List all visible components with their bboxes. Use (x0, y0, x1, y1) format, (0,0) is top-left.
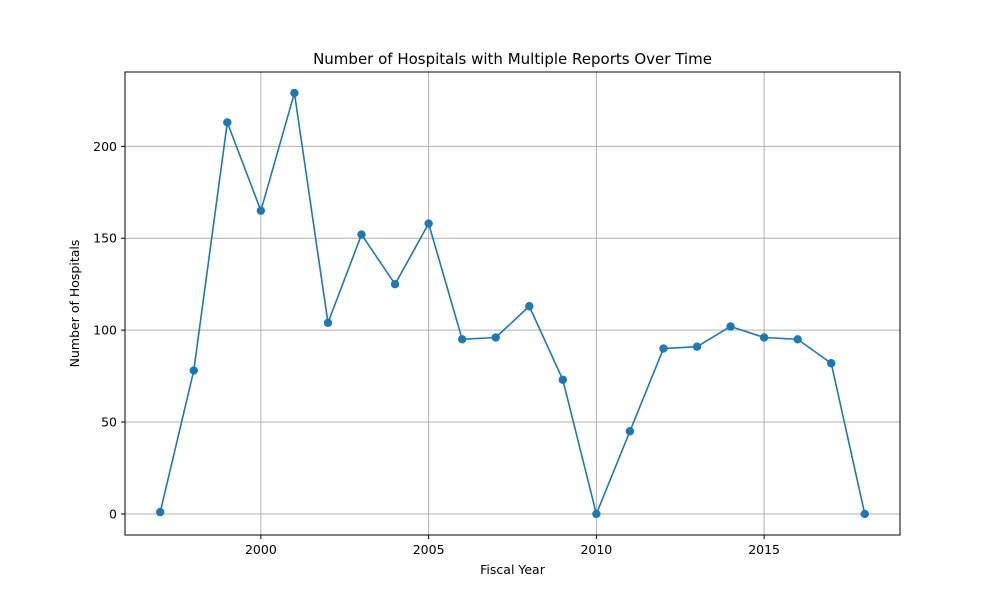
x-tick-label: 2010 (580, 542, 612, 557)
chart-title: Number of Hospitals with Multiple Report… (313, 50, 712, 68)
data-point (357, 230, 366, 239)
y-axis-title: Number of Hospitals (67, 240, 82, 368)
data-point (860, 509, 869, 519)
data-point (189, 366, 198, 375)
data-point (323, 318, 333, 327)
data-point (223, 118, 232, 127)
data-point (491, 333, 500, 342)
data-point (827, 359, 836, 368)
y-tick-label: 100 (93, 323, 117, 338)
x-tick-label: 2000 (245, 542, 277, 557)
x-axis-title: Fiscal Year (480, 562, 546, 577)
plot-frame (124, 71, 901, 536)
data-point (726, 322, 735, 331)
y-axis-ticks: 0 50 100 150 200 (93, 139, 125, 521)
data-point (256, 206, 266, 215)
data-point (592, 509, 601, 519)
y-tick-label: 150 (93, 231, 117, 246)
data-point (793, 335, 802, 344)
y-tick-label: 200 (93, 139, 117, 154)
data-point (625, 427, 635, 436)
data-point (156, 507, 165, 517)
data-point (525, 302, 534, 311)
data-point (424, 219, 433, 228)
x-tick-label: 2015 (748, 542, 780, 557)
data-point (390, 280, 400, 289)
data-point (659, 344, 668, 353)
data-point (692, 342, 702, 351)
y-tick-label: 50 (101, 415, 117, 430)
data-point (759, 333, 769, 342)
series-layer (156, 88, 869, 519)
data-point (558, 375, 568, 384)
data-point (290, 88, 299, 98)
x-tick-label: 2005 (413, 542, 445, 557)
x-axis-ticks: 2000 2005 2010 2015 (245, 535, 780, 557)
grid (125, 72, 900, 535)
y-tick-label: 0 (109, 506, 117, 521)
series-line (159, 92, 866, 515)
data-point (457, 335, 467, 344)
